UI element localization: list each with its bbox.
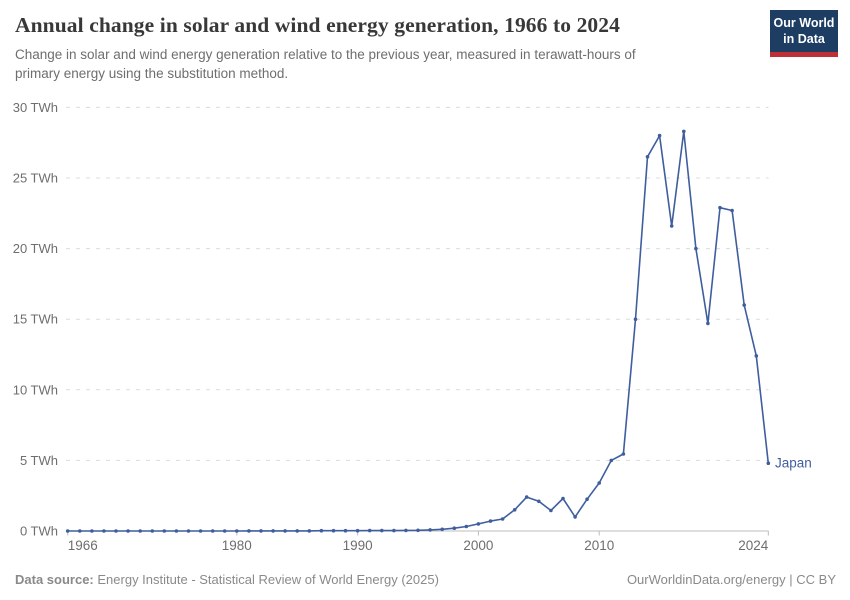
data-point[interactable] — [78, 529, 82, 533]
y-tick-label: 30 TWh — [13, 100, 58, 115]
y-tick-label: 25 TWh — [13, 171, 58, 186]
data-point[interactable] — [222, 529, 227, 533]
owid-logo: Our World in Data — [770, 10, 838, 57]
series-label: Japan — [775, 456, 812, 471]
data-point[interactable] — [621, 452, 626, 456]
data-point[interactable] — [597, 481, 601, 485]
data-point[interactable] — [331, 528, 336, 533]
data-point[interactable] — [500, 517, 505, 521]
data-point[interactable] — [476, 522, 481, 526]
data-point[interactable] — [645, 155, 650, 159]
x-tick-label: 1990 — [343, 538, 373, 553]
data-point[interactable] — [247, 529, 251, 533]
data-point[interactable] — [65, 529, 70, 533]
data-point[interactable] — [512, 508, 517, 512]
data-point[interactable] — [380, 528, 384, 533]
data-point[interactable] — [235, 529, 239, 533]
data-point[interactable] — [573, 515, 577, 519]
x-tick-label: 2024 — [738, 538, 769, 553]
data-point[interactable] — [416, 528, 420, 533]
data-point[interactable] — [488, 519, 493, 523]
x-tick-label: 2000 — [463, 538, 493, 553]
data-source-text: Energy Institute - Statistical Review of… — [97, 572, 439, 587]
data-point[interactable] — [114, 529, 118, 533]
data-point[interactable] — [150, 529, 155, 533]
data-point[interactable] — [706, 321, 710, 326]
x-tick-label: 2010 — [584, 538, 614, 553]
data-point[interactable] — [440, 527, 445, 532]
data-point[interactable] — [295, 529, 300, 533]
data-point[interactable] — [633, 317, 638, 322]
data-point[interactable] — [609, 458, 614, 463]
data-point[interactable] — [343, 528, 348, 533]
data-point[interactable] — [585, 497, 589, 502]
data-point[interactable] — [730, 208, 734, 213]
y-tick-label: 0 TWh — [20, 524, 58, 539]
data-point[interactable] — [669, 224, 674, 228]
data-point[interactable] — [271, 529, 275, 533]
series-line[interactable] — [66, 130, 770, 532]
data-point[interactable] — [283, 529, 287, 533]
y-tick-label: 20 TWh — [13, 241, 58, 256]
data-point[interactable] — [319, 528, 324, 533]
owid-logo-accent-bar — [770, 52, 838, 57]
data-source-note: Data source: Energy Institute - Statisti… — [15, 572, 439, 587]
data-point[interactable] — [428, 528, 432, 532]
y-tick-label: 10 TWh — [13, 382, 58, 397]
data-point[interactable] — [367, 528, 372, 533]
data-point[interactable] — [307, 529, 312, 533]
data-point[interactable] — [549, 508, 553, 513]
data-point[interactable] — [210, 529, 215, 533]
data-point[interactable] — [452, 526, 457, 530]
attribution-text: OurWorldinData.org/energy | CC BY — [626, 572, 836, 587]
data-point[interactable] — [718, 205, 722, 210]
y-tick-label: 5 TWh — [20, 453, 58, 468]
data-point[interactable] — [259, 529, 263, 533]
chart-footer: Data source: Energy Institute - Statisti… — [15, 572, 836, 587]
chart-subtitle: Change in solar and wind energy generati… — [15, 47, 636, 81]
chart-title: Annual change in solar and wind energy g… — [15, 13, 620, 37]
data-point[interactable] — [174, 529, 179, 533]
data-point[interactable] — [694, 246, 698, 251]
data-point[interactable] — [657, 133, 662, 138]
chart-header: Annual change in solar and wind energy g… — [15, 13, 755, 83]
data-point[interactable] — [682, 129, 686, 134]
data-point[interactable] — [464, 524, 469, 529]
data-point[interactable] — [766, 461, 771, 466]
data-point[interactable] — [102, 529, 106, 533]
data-point[interactable] — [126, 529, 130, 533]
data-point[interactable] — [186, 529, 191, 533]
data-point[interactable] — [404, 528, 408, 533]
owid-logo-line1: Our World — [773, 16, 835, 30]
x-tick-label: 1980 — [222, 538, 252, 553]
data-point[interactable] — [742, 303, 746, 307]
data-source-label: Data source: — [15, 572, 94, 587]
data-point[interactable] — [754, 354, 759, 358]
data-point[interactable] — [392, 528, 396, 533]
data-point[interactable] — [198, 529, 203, 533]
data-point[interactable] — [355, 528, 360, 533]
data-point[interactable] — [561, 496, 565, 501]
data-point[interactable] — [90, 529, 94, 533]
data-point[interactable] — [162, 529, 167, 533]
data-point[interactable] — [537, 499, 541, 504]
data-point[interactable] — [524, 495, 529, 499]
x-tick-label: 1966 — [68, 538, 98, 553]
data-point[interactable] — [138, 529, 142, 533]
owid-logo-line2: in Data — [783, 32, 825, 47]
y-tick-label: 15 TWh — [13, 312, 58, 327]
